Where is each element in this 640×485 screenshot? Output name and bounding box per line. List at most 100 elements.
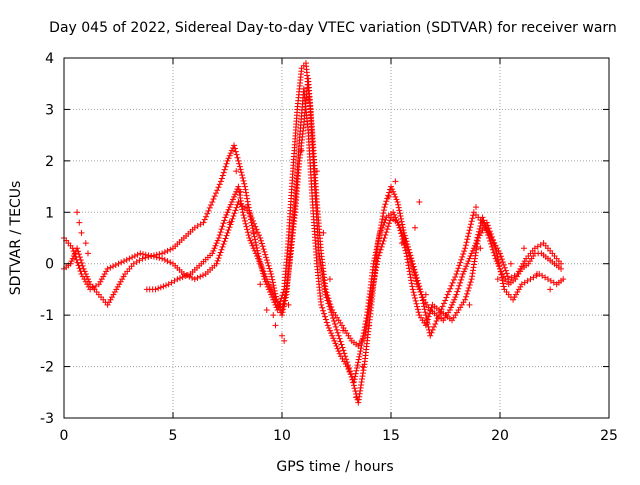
data-point bbox=[460, 251, 467, 257]
data-point bbox=[376, 232, 383, 239]
data-point bbox=[247, 237, 254, 244]
data-point bbox=[255, 232, 262, 239]
data-point bbox=[452, 273, 459, 280]
data-point bbox=[407, 271, 414, 278]
data-point bbox=[69, 245, 76, 252]
data-point bbox=[403, 253, 410, 260]
data-point bbox=[225, 206, 232, 213]
data-point bbox=[335, 348, 342, 355]
data-point bbox=[241, 217, 248, 224]
data-point bbox=[409, 264, 416, 271]
data-point bbox=[215, 184, 222, 191]
data-point bbox=[82, 278, 89, 285]
data-point bbox=[398, 240, 405, 247]
y-tick-label: 1 bbox=[45, 205, 54, 221]
data-point bbox=[492, 255, 499, 262]
data-point bbox=[380, 207, 387, 214]
data-point bbox=[227, 201, 234, 208]
data-point bbox=[558, 265, 565, 272]
data-point bbox=[101, 271, 108, 277]
data-point bbox=[257, 281, 264, 288]
data-point bbox=[354, 362, 361, 369]
data-point bbox=[328, 304, 335, 311]
data-point bbox=[458, 256, 465, 263]
data-point bbox=[457, 259, 464, 266]
data-point bbox=[357, 348, 364, 355]
data-point bbox=[398, 215, 405, 222]
data-point bbox=[371, 257, 378, 264]
data-point bbox=[475, 228, 482, 235]
data-point bbox=[409, 283, 416, 290]
data-point bbox=[217, 178, 224, 185]
data-point bbox=[447, 285, 454, 292]
data-point bbox=[76, 265, 83, 272]
data-point bbox=[232, 148, 239, 155]
data-point bbox=[216, 181, 223, 188]
data-point bbox=[492, 245, 499, 252]
data-point bbox=[217, 249, 224, 256]
x-tick-label: 25 bbox=[600, 428, 618, 444]
data-point bbox=[503, 270, 510, 277]
data-point bbox=[468, 218, 475, 225]
data-point bbox=[347, 371, 354, 378]
data-point bbox=[443, 294, 450, 301]
data-point bbox=[454, 288, 461, 295]
data-point bbox=[250, 245, 257, 252]
data-point bbox=[244, 198, 251, 205]
data-point bbox=[491, 252, 498, 259]
data-point bbox=[411, 295, 418, 301]
data-point bbox=[161, 249, 168, 256]
data-point bbox=[199, 272, 206, 279]
data-point bbox=[467, 224, 474, 231]
data-point bbox=[410, 289, 417, 296]
data-point bbox=[422, 312, 429, 319]
data-point bbox=[359, 363, 366, 370]
data-point bbox=[419, 294, 426, 301]
data-point bbox=[465, 284, 472, 291]
data-point bbox=[264, 259, 271, 266]
data-point bbox=[486, 229, 493, 236]
data-point bbox=[268, 273, 275, 280]
data-point bbox=[466, 301, 473, 308]
data-point bbox=[226, 152, 233, 159]
data-point bbox=[445, 288, 452, 295]
data-point bbox=[320, 229, 327, 236]
data-point bbox=[232, 207, 239, 214]
data-point bbox=[479, 214, 486, 221]
data-point bbox=[73, 256, 80, 263]
data-point bbox=[345, 366, 352, 373]
data-point bbox=[242, 186, 249, 193]
data-point bbox=[269, 279, 276, 286]
data-point bbox=[114, 283, 121, 290]
data-point bbox=[246, 235, 253, 241]
data-point bbox=[371, 273, 378, 280]
data-point bbox=[269, 289, 276, 295]
data-point bbox=[279, 304, 286, 311]
data-point bbox=[463, 263, 470, 270]
data-point bbox=[228, 147, 235, 154]
data-point bbox=[355, 356, 362, 363]
x-tick-label: 5 bbox=[169, 428, 178, 444]
data-point bbox=[213, 240, 220, 247]
data-point bbox=[382, 201, 389, 208]
data-point bbox=[332, 340, 339, 347]
data-point bbox=[387, 217, 394, 224]
data-point bbox=[237, 166, 244, 173]
data-point bbox=[318, 301, 325, 308]
data-point bbox=[167, 246, 174, 253]
data-point bbox=[243, 223, 250, 230]
data-point bbox=[421, 303, 428, 310]
data-point bbox=[241, 180, 248, 187]
data-point bbox=[405, 265, 412, 272]
data-point bbox=[404, 246, 411, 253]
data-point bbox=[487, 237, 494, 244]
data-point bbox=[450, 276, 457, 283]
data-point bbox=[497, 265, 503, 272]
data-point bbox=[494, 260, 501, 267]
data-point bbox=[126, 255, 133, 262]
data-point bbox=[103, 268, 110, 275]
data-point bbox=[397, 213, 404, 220]
data-point bbox=[85, 283, 92, 290]
data-point bbox=[414, 303, 421, 310]
